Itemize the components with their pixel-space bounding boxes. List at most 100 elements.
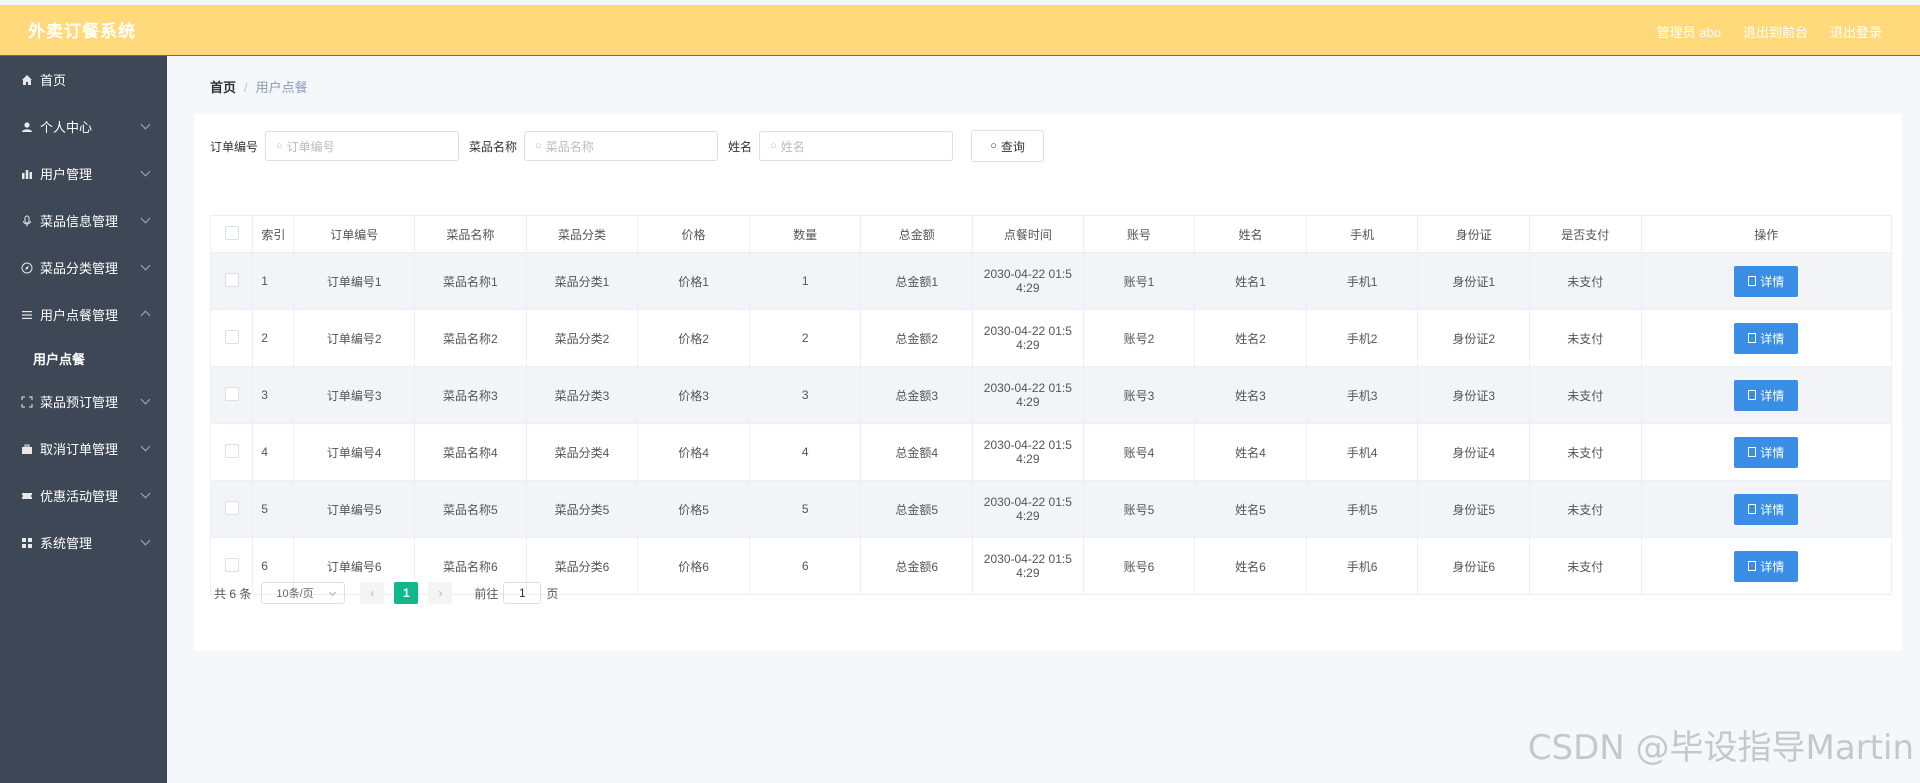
breadcrumb-home[interactable]: 首页 bbox=[210, 80, 237, 95]
row-select-cell[interactable] bbox=[209, 480, 254, 538]
name-placeholder: 姓名 bbox=[780, 139, 805, 154]
sidebar-item-label: 优惠活动管理 bbox=[40, 489, 119, 504]
sidebar-item-label: 用户管理 bbox=[40, 167, 93, 182]
query-button[interactable]: ○ 查询 bbox=[971, 130, 1045, 162]
sidebar-item-system[interactable]: 系统管理 bbox=[0, 519, 167, 566]
cell-name: 姓名2 bbox=[1194, 309, 1307, 367]
row-select-cell[interactable] bbox=[209, 423, 254, 481]
sidebar-item-dish-info[interactable]: 菜品信息管理 bbox=[0, 197, 167, 244]
cell-account: 账号2 bbox=[1082, 309, 1196, 367]
document-icon bbox=[1748, 276, 1757, 286]
table-row: 3 订单编号3 菜品名称3 菜品分类3 价格3 3 总金额3 2030-04-2… bbox=[209, 366, 1893, 424]
bar-chart-icon bbox=[20, 167, 34, 181]
cell-paid-status: 未支付 bbox=[1529, 309, 1642, 367]
orders-table: 索引 订单编号 菜品名称 菜品分类 价格 数量 总金额 点餐时间 账号 姓名 手… bbox=[209, 215, 1893, 595]
next-page-button[interactable]: › bbox=[428, 582, 453, 604]
sidebar-item-profile[interactable]: 个人中心 bbox=[0, 103, 167, 150]
row-select-cell[interactable] bbox=[209, 309, 254, 367]
goto-page-input[interactable]: 1 bbox=[503, 582, 542, 604]
breadcrumb-current: 用户点餐 bbox=[255, 80, 308, 95]
row-checkbox[interactable] bbox=[224, 386, 239, 401]
select-all-cell[interactable] bbox=[209, 215, 254, 253]
document-icon bbox=[1748, 333, 1757, 343]
row-checkbox[interactable] bbox=[224, 272, 239, 287]
cell-dish-category: 菜品分类1 bbox=[525, 252, 639, 310]
cell-actions: 详情 bbox=[1640, 480, 1893, 538]
detail-button[interactable]: 详情 bbox=[1734, 550, 1799, 582]
detail-button[interactable]: 详情 bbox=[1734, 265, 1799, 297]
cell-name: 姓名4 bbox=[1194, 423, 1307, 481]
detail-button-label: 详情 bbox=[1760, 559, 1785, 574]
detail-button[interactable]: 详情 bbox=[1734, 322, 1799, 354]
home-icon bbox=[20, 73, 34, 87]
select-all-checkbox[interactable] bbox=[224, 225, 239, 240]
cell-dish-category: 菜品分类4 bbox=[525, 423, 639, 481]
detail-button[interactable]: 详情 bbox=[1734, 436, 1799, 468]
cell-order-number: 订单编号4 bbox=[293, 423, 416, 481]
order-number-input[interactable]: ○ 订单编号 bbox=[265, 131, 460, 161]
page-number-button[interactable]: 1 bbox=[394, 582, 419, 604]
cell-dish-name: 菜品名称3 bbox=[414, 366, 527, 424]
sidebar-item-cancel-order[interactable]: 取消订单管理 bbox=[0, 425, 167, 472]
cell-id-card: 身份证6 bbox=[1417, 537, 1530, 595]
cell-account: 账号6 bbox=[1082, 537, 1196, 595]
row-checkbox[interactable] bbox=[224, 557, 239, 572]
logout-link[interactable]: 退出登录 bbox=[1829, 25, 1882, 40]
dish-name-input[interactable]: ○ 菜品名称 bbox=[524, 131, 719, 161]
sidebar-item-label: 菜品信息管理 bbox=[40, 214, 119, 229]
sidebar-item-dish-category[interactable]: 菜品分类管理 bbox=[0, 244, 167, 291]
sidebar-item-label: 取消订单管理 bbox=[40, 442, 119, 457]
detail-button-label: 详情 bbox=[1760, 445, 1785, 460]
name-input[interactable]: ○ 姓名 bbox=[759, 131, 954, 161]
cell-phone: 手机2 bbox=[1305, 309, 1419, 367]
row-checkbox[interactable] bbox=[224, 500, 239, 515]
cell-index: 2 bbox=[252, 309, 295, 367]
cell-total: 总金额3 bbox=[860, 366, 974, 424]
detail-button[interactable]: 详情 bbox=[1734, 379, 1799, 411]
breadcrumb: 首页 / 用户点餐 bbox=[210, 77, 308, 96]
chevron-up-icon bbox=[140, 310, 151, 321]
sidebar-item-user-management[interactable]: 用户管理 bbox=[0, 150, 167, 197]
cell-order-time: 2030-04-22 01:5 4:29 bbox=[972, 252, 1084, 310]
cell-name: 姓名3 bbox=[1194, 366, 1307, 424]
document-icon bbox=[1748, 390, 1757, 400]
cell-price: 价格2 bbox=[637, 309, 750, 367]
document-icon bbox=[1748, 561, 1757, 571]
row-checkbox[interactable] bbox=[224, 443, 239, 458]
back-to-front-link[interactable]: 退出到前台 bbox=[1742, 25, 1808, 40]
row-select-cell[interactable] bbox=[209, 366, 254, 424]
pagination: 共 6 条 10条/页 ‹ 1 › 前往 1 页 bbox=[214, 582, 558, 604]
row-select-cell[interactable] bbox=[209, 252, 254, 310]
cell-order-time: 2030-04-22 01:5 4:29 bbox=[972, 537, 1084, 595]
admin-user-link[interactable]: 管理员 abo bbox=[1656, 25, 1721, 40]
prev-page-button[interactable]: ‹ bbox=[360, 582, 385, 604]
table-row: 6 订单编号6 菜品名称6 菜品分类6 价格6 6 总金额6 2030-04-2… bbox=[209, 537, 1893, 595]
column-header: 身份证 bbox=[1417, 215, 1530, 253]
cell-order-number: 订单编号2 bbox=[293, 309, 416, 367]
cell-order-time: 2030-04-22 01:5 4:29 bbox=[972, 366, 1084, 424]
cell-order-time: 2030-04-22 01:5 4:29 bbox=[972, 480, 1084, 538]
row-checkbox[interactable] bbox=[224, 329, 239, 344]
column-header: 账号 bbox=[1082, 215, 1196, 253]
sidebar-item-dish-booking[interactable]: 菜品预订管理 bbox=[0, 378, 167, 425]
sidebar-item-promotions[interactable]: 优惠活动管理 bbox=[0, 472, 167, 519]
cell-quantity: 4 bbox=[748, 423, 862, 481]
sidebar-subitem-user-order[interactable]: 用户点餐 bbox=[33, 351, 86, 367]
document-icon bbox=[1748, 504, 1757, 514]
cell-actions: 详情 bbox=[1640, 366, 1893, 424]
query-button-label: 查询 bbox=[1000, 139, 1025, 154]
table-row: 5 订单编号5 菜品名称5 菜品分类5 价格5 5 总金额5 2030-04-2… bbox=[209, 480, 1893, 538]
chevron-down-icon bbox=[140, 213, 151, 224]
column-header: 点餐时间 bbox=[972, 215, 1084, 253]
cell-actions: 详情 bbox=[1640, 423, 1893, 481]
detail-button-label: 详情 bbox=[1760, 502, 1785, 517]
detail-button[interactable]: 详情 bbox=[1734, 493, 1799, 525]
cell-price: 价格5 bbox=[637, 480, 750, 538]
row-select-cell[interactable] bbox=[209, 537, 254, 595]
sidebar-item-user-order-management[interactable]: 用户点餐管理 bbox=[0, 291, 167, 338]
cell-index: 3 bbox=[252, 366, 295, 424]
cell-dish-name: 菜品名称4 bbox=[414, 423, 527, 481]
page-size-select[interactable]: 10条/页 bbox=[261, 582, 346, 604]
total-count: 共 6 条 bbox=[214, 586, 252, 601]
sidebar-item-home[interactable]: 首页 bbox=[0, 56, 167, 103]
